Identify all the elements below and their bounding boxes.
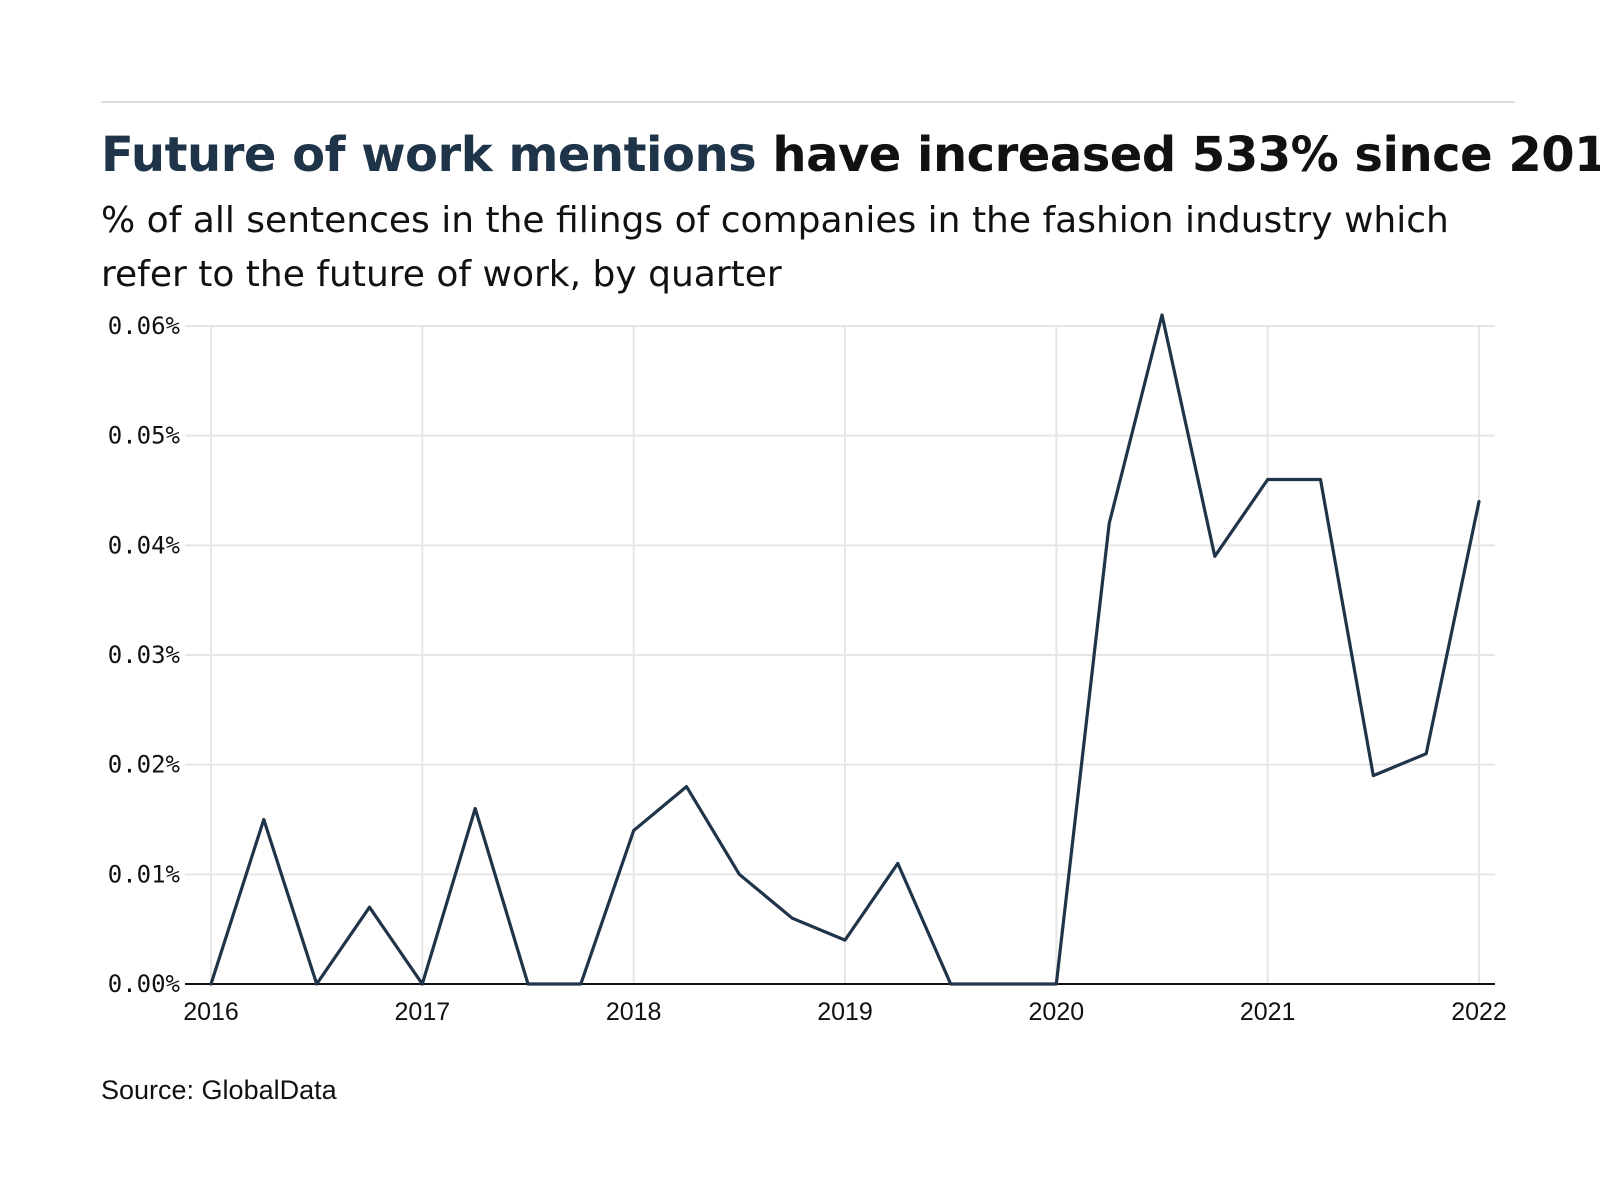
top-divider (101, 101, 1515, 103)
x-tick-label: 2021 (1240, 998, 1296, 1026)
y-tick-label: 0.04% (108, 531, 181, 559)
title-rest: have increased 533% since 2016 (772, 127, 1600, 183)
y-tick-label: 0.02% (108, 751, 181, 779)
y-tick-label: 0.01% (108, 860, 181, 888)
chart-subtitle: % of all sentences in the filings of com… (101, 200, 1449, 295)
x-tick-label: 2017 (395, 998, 451, 1026)
source-note: Source: GlobalData (101, 1075, 337, 1105)
y-axis-ticks: 0.00% 0.01% 0.02% 0.03% 0.04% 0.05% 0.06% (108, 312, 181, 998)
title-highlight: Future of work mentions (101, 127, 757, 183)
x-axis-ticks: 2016 2017 2018 2019 2020 2021 2022 (183, 998, 1507, 1026)
chart-title: Future of work mentions have increased 5… (101, 122, 1600, 188)
x-tick-label: 2016 (183, 998, 239, 1026)
y-tick-label: 0.06% (108, 312, 181, 340)
x-tick-label: 2020 (1029, 998, 1085, 1026)
y-tick-label: 0.00% (108, 970, 181, 998)
x-tick-label: 2019 (817, 998, 873, 1026)
y-tick-label: 0.05% (108, 422, 181, 450)
y-tick-label: 0.03% (108, 641, 181, 669)
x-tick-label: 2018 (606, 998, 662, 1026)
x-tick-label: 2022 (1451, 998, 1507, 1026)
series-line (209, 313, 1481, 986)
gridlines (185, 325, 1495, 984)
series-group (209, 313, 1481, 986)
